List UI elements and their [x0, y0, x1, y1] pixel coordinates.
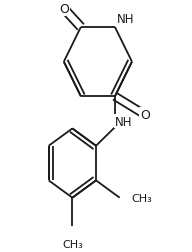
Text: O: O — [140, 109, 150, 122]
Text: O: O — [59, 3, 69, 16]
Text: NH: NH — [115, 115, 132, 128]
Text: NH: NH — [117, 13, 134, 26]
Text: CH₃: CH₃ — [131, 193, 152, 203]
Text: CH₃: CH₃ — [62, 239, 83, 248]
